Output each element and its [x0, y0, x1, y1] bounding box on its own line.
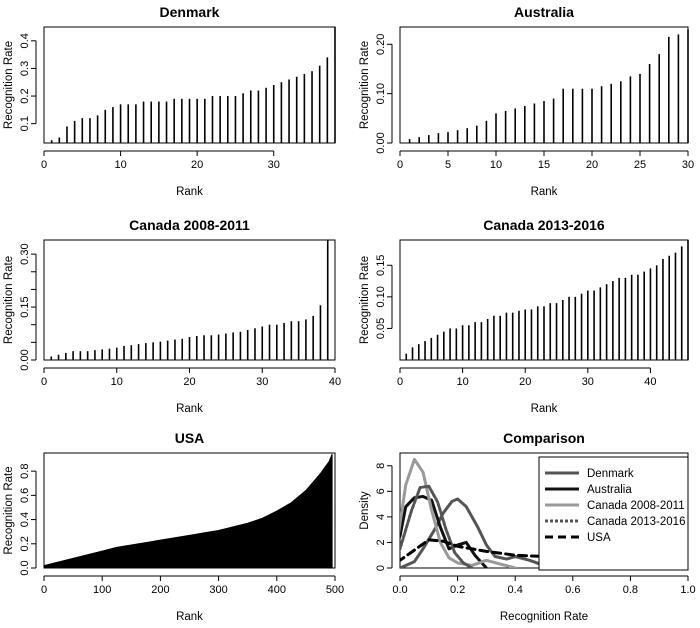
panel-title: Canada 2008-2011 [129, 217, 250, 233]
y-tick-label: 0.00 [19, 349, 31, 370]
panel-1: Australia 0 5 10 15 20 25 30 Rank 0.00 0.10 0.20 Rec… [359, 4, 694, 198]
y-tick-label: 0.4 [19, 512, 31, 527]
legend-label: USA [587, 532, 611, 544]
x-tick-label: 10 [111, 376, 123, 388]
x-tick-label: 0.2 [450, 584, 465, 596]
y-tick-label: 0.05 [375, 318, 387, 339]
series-line-1 [400, 494, 488, 568]
y-tick-label: 8 [375, 463, 387, 469]
x-tick-label: 15 [538, 159, 550, 171]
y-tick-label: 0.3 [19, 61, 31, 76]
series-line-0 [400, 497, 560, 568]
series-line-2 [400, 457, 517, 568]
y-tick-label: 0.4 [19, 33, 31, 48]
panel-title: Canada 2013-2016 [483, 217, 605, 233]
legend: Denmark Australia Canada 2008-2011 Canada 2… [538, 456, 689, 571]
x-tick-label: 0 [41, 376, 47, 388]
x-tick-label: 0 [397, 159, 403, 171]
y-tick-label: 0.15 [375, 255, 387, 276]
panel-5: Comparison 0.0 0.2 0.4 0.6 0.8 1.0 Recognition … [359, 430, 696, 623]
legend-label: Australia [587, 484, 632, 496]
x-tick-label: 20 [586, 159, 598, 171]
x-tick-label: 10 [490, 159, 502, 171]
y-tick-label: 0.6 [19, 488, 31, 503]
x-tick-label: 30 [268, 159, 280, 171]
panel-2: Canada 2008-2011 0 10 20 30 40 Rank 0.00 0.15 0.3… [3, 217, 341, 415]
y-axis-label: Recognition Rate [359, 256, 371, 344]
x-tick-label: 500 [326, 584, 344, 596]
panel-3: Canada 2013-2016 0 10 20 30 40 Rank 0.05 0.10 0.1… [359, 217, 689, 415]
x-tick-label: 30 [682, 159, 694, 171]
panel-title: Denmark [160, 4, 220, 20]
y-axis-label: Recognition Rate [359, 41, 371, 129]
x-tick-label: 400 [268, 584, 286, 596]
x-tick-label: 1.0 [680, 584, 695, 596]
y-tick-label: 0 [375, 565, 387, 571]
y-tick-label: 2 [375, 539, 387, 545]
legend-label: Canada 2013-2016 [587, 516, 685, 528]
y-tick-label: 0.10 [375, 286, 387, 307]
x-tick-label: 0 [41, 159, 47, 171]
x-tick-label: 100 [93, 584, 111, 596]
x-tick-label: 0.0 [392, 584, 407, 596]
y-tick-label: 0.8 [19, 464, 31, 479]
panel-0: Denmark 0 10 20 30 Rank 0.1 0.2 0.3 0.4 Recognitio… [3, 4, 336, 198]
panel-title: Comparison [503, 430, 585, 446]
y-tick-label: 0.2 [19, 536, 31, 551]
x-tick-label: 0 [397, 376, 403, 388]
x-tick-label: 10 [114, 159, 126, 171]
y-tick-label: 0.10 [375, 83, 387, 104]
y-axis-label: Recognition Rate [3, 41, 15, 129]
x-tick-label: 0.6 [565, 584, 580, 596]
x-tick-label: 200 [151, 584, 169, 596]
y-tick-label: 0.0 [19, 560, 31, 575]
y-axis-label: Density [359, 491, 371, 530]
y-tick-label: 6 [375, 488, 387, 494]
y-tick-label: 0.2 [19, 88, 31, 103]
x-tick-label: 25 [634, 159, 646, 171]
panel-title: USA [175, 430, 205, 446]
x-tick-label: 0.4 [508, 584, 523, 596]
x-tick-label: 0.8 [623, 584, 638, 596]
density-lines [400, 457, 688, 568]
x-axis-label: Rank [176, 611, 203, 623]
y-tick-label: 0.00 [375, 132, 387, 153]
y-tick-label: 0.20 [375, 34, 387, 55]
x-axis-label: Recognition Rate [500, 611, 588, 623]
x-axis-label: Rank [531, 186, 558, 198]
y-tick-label: 0.30 [19, 243, 31, 264]
series-line-3 [400, 484, 474, 568]
y-tick-label: 0.15 [19, 296, 31, 317]
x-tick-label: 300 [209, 584, 227, 596]
x-tick-label: 20 [183, 376, 195, 388]
x-tick-label: 40 [644, 376, 656, 388]
x-tick-label: 20 [191, 159, 203, 171]
x-tick-label: 30 [256, 376, 268, 388]
x-tick-label: 30 [582, 376, 594, 388]
x-axis-label: Rank [176, 403, 203, 415]
x-tick-label: 20 [519, 376, 531, 388]
x-axis-label: Rank [531, 403, 558, 415]
panel-4: USA 0 100 200 300 400 500 Rank 0.0 0.2 0.4 0.6 0.8 Re… [3, 430, 344, 623]
series-line-4 [400, 538, 688, 568]
y-axis-label: Recognition Rate [3, 466, 15, 554]
x-tick-label: 40 [329, 376, 341, 388]
panel-title: Australia [514, 4, 574, 20]
y-tick-label: 4 [375, 514, 387, 520]
x-tick-label: 5 [445, 159, 451, 171]
x-axis-label: Rank [176, 186, 203, 198]
legend-label: Canada 2008-2011 [587, 500, 685, 512]
legend-label: Denmark [587, 468, 634, 480]
y-tick-label: 0.1 [19, 116, 31, 131]
x-tick-label: 10 [456, 376, 468, 388]
y-axis-label: Recognition Rate [3, 256, 15, 344]
area-fill [43, 454, 333, 569]
x-tick-label: 0 [41, 584, 47, 596]
legend-box [538, 456, 689, 571]
